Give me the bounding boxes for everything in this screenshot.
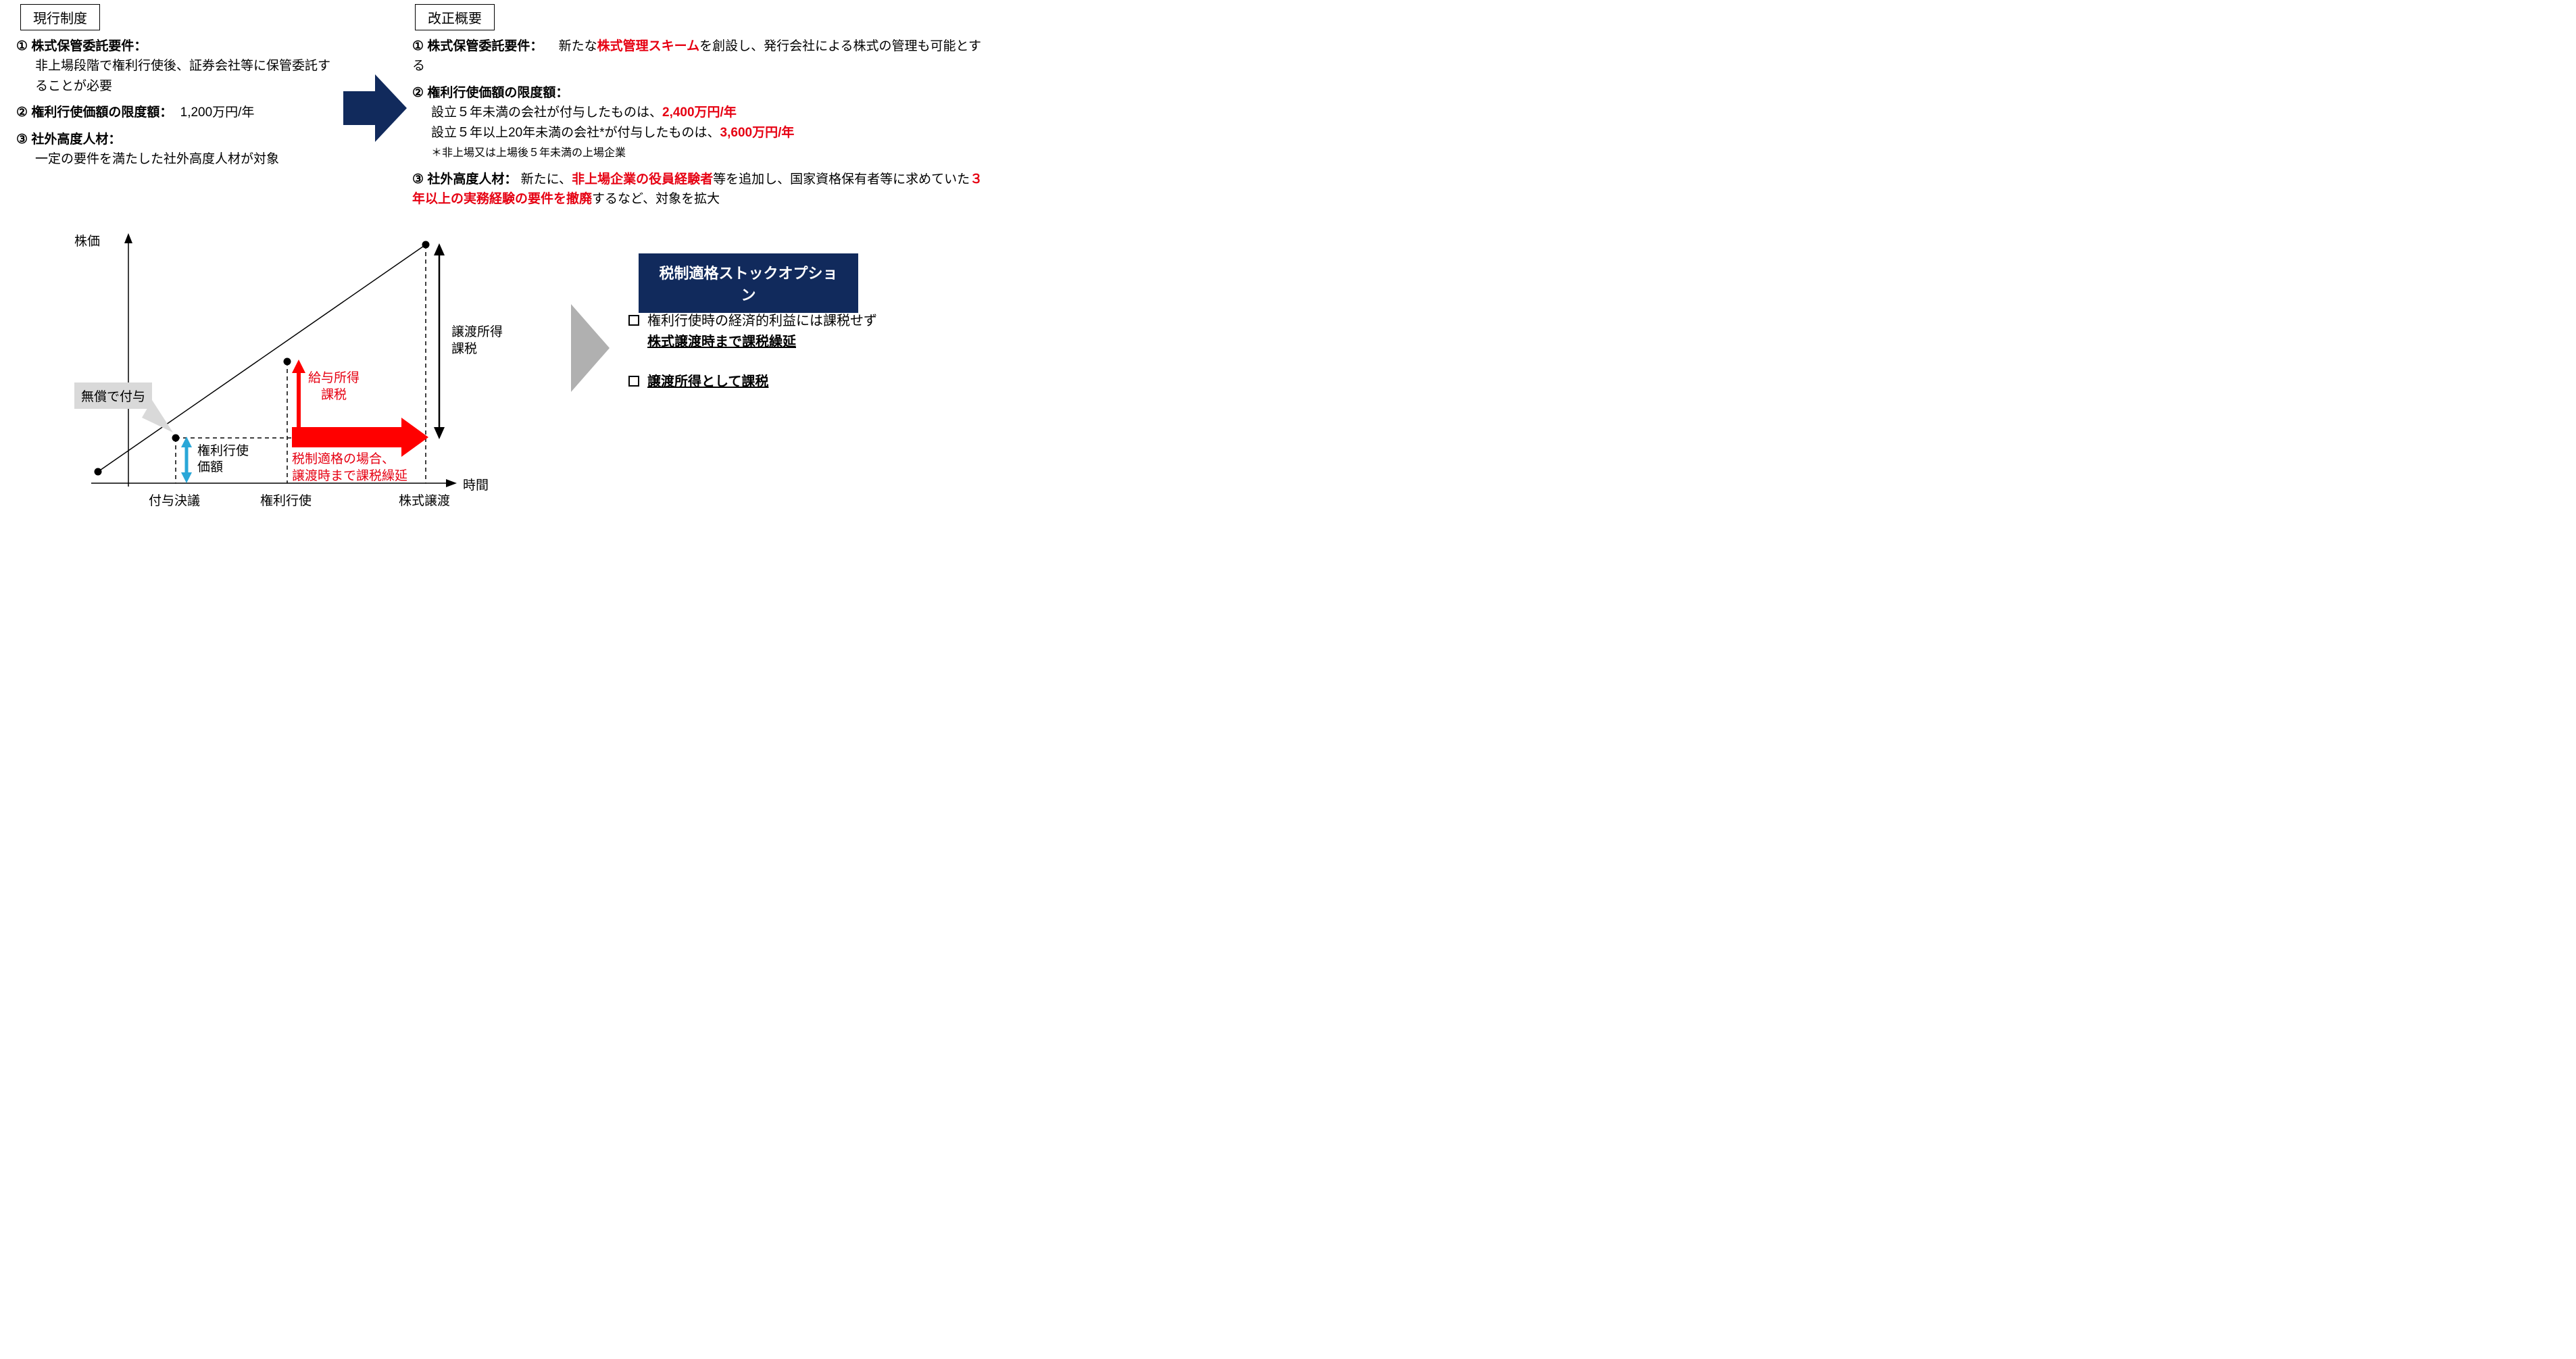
grant-callout: 無償で付与 — [74, 382, 152, 409]
x-tick-0: 付与決議 — [149, 491, 200, 509]
benefit-1a: 権利行使時の経済的利益には課税せず — [647, 314, 877, 328]
benefit-1b: 株式譲渡時まで課税繰延 — [647, 335, 796, 349]
black-arrow-label: 譲渡所得課税 — [451, 324, 503, 357]
y-axis-label: 株価 — [74, 231, 100, 249]
right-i3-c: するなど、対象を拡大 — [592, 192, 720, 206]
navy-title-box: 税制適格ストックオプション — [639, 253, 858, 313]
x-tick-2: 株式譲渡 — [399, 491, 450, 509]
benefit-2: 譲渡所得として課税 — [647, 374, 768, 389]
grey-arrow-icon — [568, 297, 615, 399]
right-i1-red: 株式管理スキーム — [597, 39, 699, 53]
square-bullet-icon — [628, 315, 639, 326]
x-tick-1: 権利行使 — [260, 491, 312, 509]
right-i3-r1: 非上場企業の役員経験者 — [572, 172, 713, 187]
right-i1-pre: 新たな — [559, 39, 597, 53]
right-i2-l2r: 3,600万円/年 — [720, 126, 795, 140]
benefit-list: 権利行使時の経済的利益には課税せず 株式譲渡時まで課税繰延 譲渡所得として課税 — [628, 311, 980, 412]
right-i3-b: 等を追加し、国家資格保有者等に求めていた — [713, 172, 970, 187]
stock-chart — [0, 0, 554, 526]
x-axis-label: 時間 — [463, 475, 489, 493]
blue-arrow-label: 権利行使価額 — [197, 443, 249, 476]
square-bullet-icon — [628, 376, 639, 387]
red-arrow-label: 給与所得課税 — [308, 370, 360, 403]
right-i2-l1r: 2,400万円/年 — [662, 105, 737, 120]
red-deferral-note: 税制適格の場合、譲渡時まで課税繰延 — [292, 451, 407, 485]
